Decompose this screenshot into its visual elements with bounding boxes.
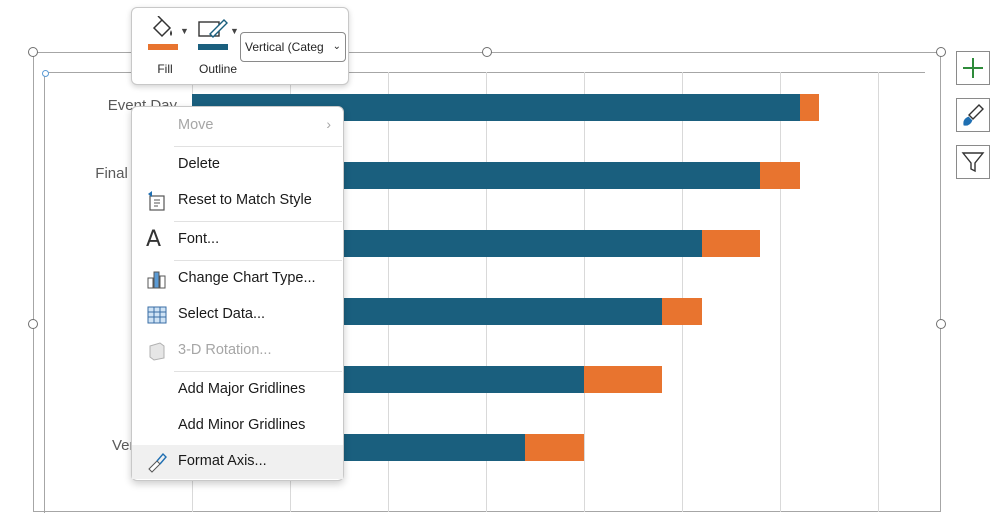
menu-item-select-data[interactable]: Select Data... xyxy=(132,298,343,332)
change-chart-type-icon xyxy=(147,271,166,289)
outline-dropdown-chevron-icon[interactable]: ▼ xyxy=(230,26,239,36)
menu-item-label: Select Data... xyxy=(178,306,266,322)
menu-item-label: Font... xyxy=(178,231,220,247)
outline-label: Outline xyxy=(198,62,238,76)
menu-item-label: Move xyxy=(178,117,214,133)
outline-color-swatch xyxy=(198,44,228,50)
chart-styles-button[interactable] xyxy=(956,98,990,132)
menu-separator xyxy=(174,146,342,147)
fill-button[interactable]: ▼ Fill xyxy=(140,14,190,80)
menu-item-add-major-gridlines[interactable]: Add Major Gridlines xyxy=(132,373,343,407)
menu-separator xyxy=(174,371,342,372)
chart-filters-icon xyxy=(961,152,985,173)
menu-item-3d-rotation[interactable]: 3-D Rotation... xyxy=(132,334,343,368)
bar-series-2[interactable] xyxy=(584,366,663,393)
menu-item-format-axis[interactable]: Format Axis... xyxy=(132,445,343,479)
menu-item-label: Reset to Match Style xyxy=(178,192,312,208)
chart-filters-button[interactable] xyxy=(956,145,990,179)
bar-series-2[interactable] xyxy=(799,94,820,121)
resize-handle-top-middle[interactable] xyxy=(482,47,492,57)
fill-dropdown-chevron-icon[interactable]: ▼ xyxy=(180,26,189,36)
menu-item-label: Delete xyxy=(178,156,220,172)
bar-series-2[interactable] xyxy=(662,298,702,325)
menu-item-font[interactable]: A Font... xyxy=(132,223,343,257)
bar-series-2[interactable] xyxy=(701,230,761,257)
chart-styles-icon xyxy=(963,104,984,126)
gridline xyxy=(486,72,487,512)
format-mini-toolbar: ▼ Fill ▼ Outline Vertical (Categ ⌄ xyxy=(131,7,349,85)
gridline xyxy=(878,72,879,512)
menu-item-label: Change Chart Type... xyxy=(178,270,316,286)
chart-elements-icon xyxy=(963,58,983,78)
resize-handle-top-left[interactable] xyxy=(28,47,38,57)
gridline xyxy=(780,72,781,512)
resize-handle-middle-left[interactable] xyxy=(28,319,38,329)
menu-item-label: Format Axis... xyxy=(178,453,267,469)
chevron-down-icon: ⌄ xyxy=(332,41,341,52)
fill-label: Fill xyxy=(157,62,173,76)
chart-element-select[interactable]: Vertical (Categ ⌄ xyxy=(240,32,346,62)
gridline xyxy=(682,72,683,512)
menu-item-label: Add Minor Gridlines xyxy=(178,417,306,433)
outline-button[interactable]: ▼ Outline xyxy=(188,14,239,80)
resize-handle-middle-right[interactable] xyxy=(936,319,946,329)
menu-item-label: Add Major Gridlines xyxy=(178,381,306,397)
bar-series-2[interactable] xyxy=(525,434,584,461)
menu-item-change-chart-type[interactable]: Change Chart Type... xyxy=(132,262,343,296)
menu-item-move[interactable]: Move › xyxy=(132,109,343,143)
context-menu: Move › Delete Reset to Match Style A Fon… xyxy=(131,106,344,481)
resize-handle-top-right[interactable] xyxy=(936,47,946,57)
selected-axis-outline xyxy=(44,72,925,513)
gridline xyxy=(584,72,585,512)
pen-outline-icon xyxy=(198,19,228,38)
menu-item-delete[interactable]: Delete xyxy=(132,148,343,182)
bar-series-2[interactable] xyxy=(760,162,800,189)
chart-elements-button[interactable] xyxy=(956,51,990,85)
menu-separator xyxy=(174,260,342,261)
chart-element-select-value: Vertical (Categ xyxy=(245,40,324,54)
menu-item-reset-to-match-style[interactable]: Reset to Match Style xyxy=(132,184,343,218)
format-axis-icon xyxy=(148,452,167,473)
chevron-right-icon: › xyxy=(326,116,331,132)
menu-separator xyxy=(174,221,342,222)
select-data-icon xyxy=(147,306,167,324)
axis-selection-handle[interactable] xyxy=(42,70,49,77)
reset-style-icon xyxy=(148,191,165,211)
gridline xyxy=(388,72,389,512)
paint-bucket-icon xyxy=(152,16,172,38)
fill-color-swatch xyxy=(148,44,178,50)
menu-item-label: 3-D Rotation... xyxy=(178,342,272,358)
font-icon: A xyxy=(146,227,162,252)
menu-item-add-minor-gridlines[interactable]: Add Minor Gridlines xyxy=(132,409,343,443)
3d-rotation-icon xyxy=(149,342,165,361)
